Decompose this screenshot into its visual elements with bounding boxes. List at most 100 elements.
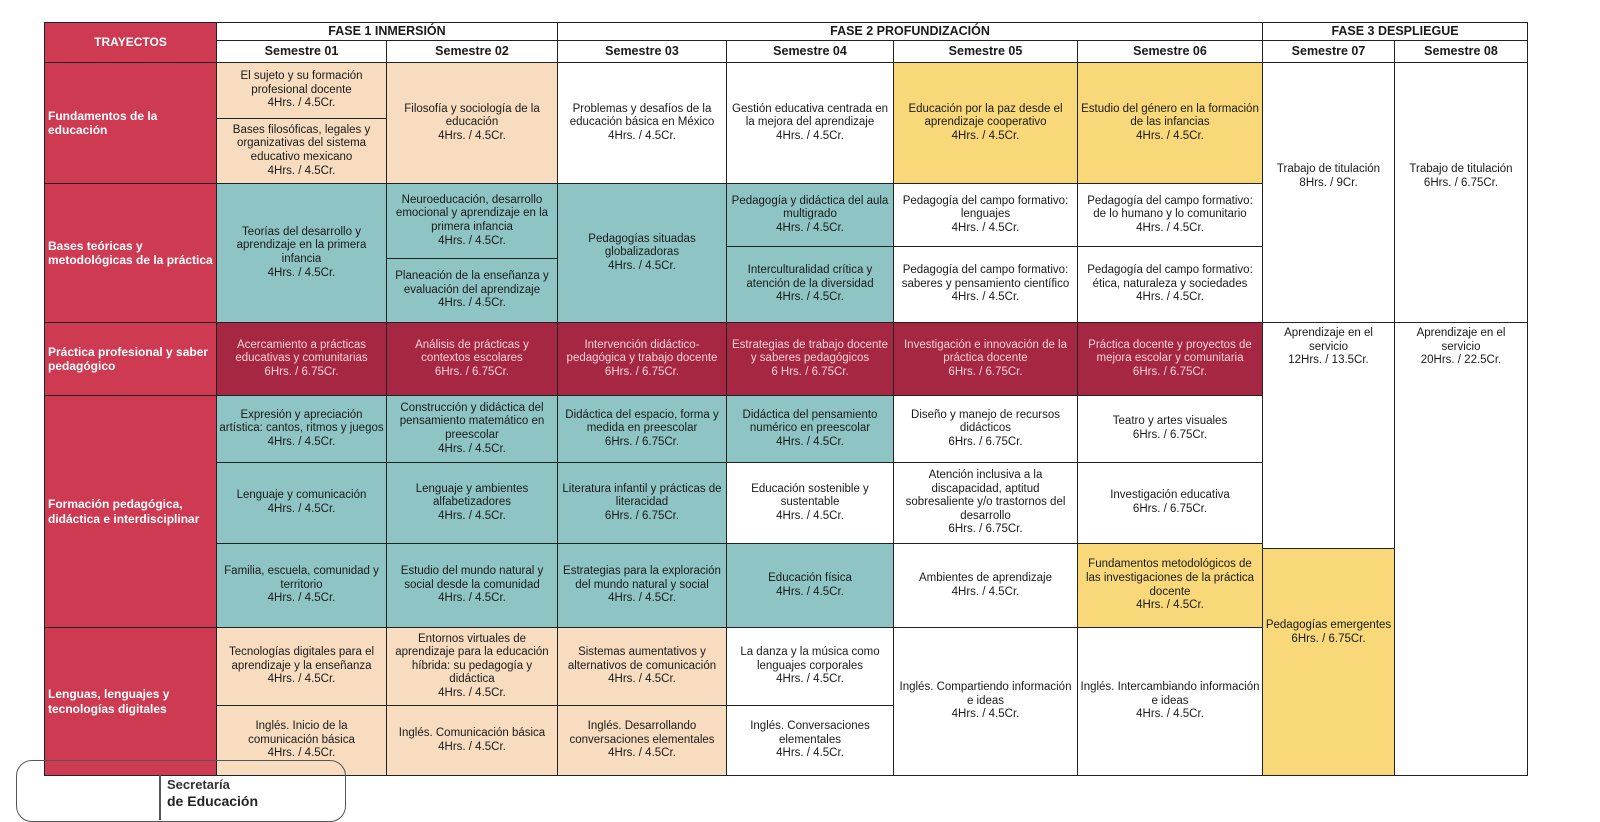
semester-label: Semestre 04 <box>773 44 847 59</box>
course-title: Sistemas aumentativos y alternativos de … <box>567 646 717 672</box>
course-cell: Teorías del desarrollo y aprendizaje en … <box>216 183 387 323</box>
course-hours: 4Hrs. / 4.5Cr. <box>267 592 336 605</box>
course-cell: Pedagogía del campo formativo: lenguajes… <box>893 183 1078 247</box>
course-hours: 8Hrs. / 9Cr. <box>1299 176 1358 189</box>
course-hours: 4Hrs. / 4.5Cr. <box>951 129 1020 142</box>
course-hours: 4Hrs. / 4.5Cr. <box>267 673 336 686</box>
course-hours: 6Hrs. / 6.75Cr. <box>948 365 1023 378</box>
course-hours: 4Hrs. / 4.5Cr. <box>438 442 506 455</box>
course-title: Literatura infantil y prácticas de liter… <box>562 482 722 509</box>
course-cell: Intervención didáctico-pedagógica y trab… <box>557 322 727 396</box>
course-hours: 4Hrs. / 4.5Cr. <box>438 740 506 753</box>
semester-label: Semestre 05 <box>948 44 1023 59</box>
course-hours: 6 Hrs. / 6.75Cr. <box>771 365 849 378</box>
course-cell: Expresión y apreciación artística: canto… <box>216 395 387 463</box>
course-cell: Investigación educativa 6Hrs. / 6.75Cr. <box>1077 462 1263 544</box>
course-title: Interculturalidad crítica y atención de … <box>746 264 874 290</box>
course-cell: Bases filosóficas, legales y organizativ… <box>216 118 387 184</box>
course-cell: Didáctica del pensamiento numérico en pr… <box>726 395 894 463</box>
course-hours: 4Hrs. / 4.5Cr. <box>438 297 506 310</box>
course-hours: 4Hrs. / 4.5Cr. <box>1136 708 1204 721</box>
course-cell: Interculturalidad crítica y atención de … <box>726 246 894 323</box>
course-hours: 4Hrs. / 4.5Cr. <box>776 221 844 234</box>
semester-header: Semestre 05 <box>893 40 1078 63</box>
course-title: Análisis de prácticas y contextos escola… <box>415 338 529 365</box>
semester-label: Semestre 07 <box>1291 44 1366 59</box>
course-hours: 4Hrs. / 4.5Cr. <box>267 503 336 515</box>
course-title: Planeación de la enseñanza y evaluación … <box>395 270 549 296</box>
course-title: Pedagogías emergentes <box>1265 619 1392 631</box>
course-title: Inglés. Intercambiando información e ide… <box>1080 681 1260 707</box>
course-cell: Lenguaje y comunicación 4Hrs. / 4.5Cr. <box>216 462 387 544</box>
course-hours: 6Hrs. / 6.75Cr. <box>604 365 680 378</box>
course-hours: 4Hrs. / 4.5Cr. <box>608 747 676 760</box>
course-cell: Acercamiento a prácticas educativas y co… <box>216 322 387 396</box>
course-title: Teatro y artes visuales <box>1112 415 1228 428</box>
course-cell: Inglés. Comunicación básica 4Hrs. / 4.5Cr… <box>386 705 558 776</box>
semester-label: Semestre 08 <box>1424 44 1498 59</box>
course-hours: 4Hrs. / 4.5Cr. <box>267 747 336 760</box>
course-cell: Diseño y manejo de recursos didácticos 6H… <box>893 395 1078 463</box>
course-cell: Tecnologías digitales para el aprendizaj… <box>216 627 387 706</box>
course-title: Atención inclusiva a la discapacidad, ap… <box>905 469 1066 522</box>
course-title: La danza y la música como lenguajes corp… <box>740 646 880 672</box>
trayecto-cell: Lenguas, lenguajes y tecnologías digital… <box>44 627 217 776</box>
course-hours: 4Hrs. / 4.5Cr. <box>1136 599 1204 612</box>
semester-header: Semestre 08 <box>1394 40 1528 63</box>
trayecto-label: Bases teóricas y metodológicas de la prá… <box>48 238 213 267</box>
course-hours: 12Hrs. / 13.5Cr. <box>1288 354 1369 367</box>
course-hours: 6Hrs. / 6.75Cr. <box>1423 176 1499 189</box>
course-hours: 4Hrs. / 4.5Cr. <box>776 509 844 522</box>
course-title: Lenguaje y comunicación <box>236 489 367 502</box>
course-cell: Estudio del género en la formación de la… <box>1077 62 1263 184</box>
course-hours: 4Hrs. / 4.5Cr. <box>1136 291 1204 304</box>
course-cell: Inglés. Desarrollando conversaciones ele… <box>557 705 727 776</box>
course-hours: 4Hrs. / 4.5Cr. <box>608 129 676 142</box>
course-cell: Familia, escuela, comunidad y territorio… <box>216 543 387 628</box>
course-title: Problemas y desafíos de la educación bás… <box>569 102 715 129</box>
corner-label: TRAYECTOS <box>94 35 167 50</box>
trayecto-label: Formación pedagógica, didáctica e interd… <box>48 497 200 526</box>
semester-header: Semestre 01 <box>216 40 387 63</box>
course-hours: 6Hrs. / 6.75Cr. <box>434 365 510 378</box>
course-cell: Pedagogía y didáctica del aula multigrad… <box>726 183 894 247</box>
course-cell: Teatro y artes visuales 6Hrs. / 6.75Cr. <box>1077 395 1263 463</box>
course-hours: 6Hrs. / 6.75Cr. <box>604 509 680 522</box>
course-hours: 6Hrs. / 6.75Cr. <box>264 365 339 378</box>
course-hours: 6Hrs. / 6.75Cr. <box>948 523 1023 536</box>
course-title: Estudio del género en la formación de la… <box>1081 102 1259 129</box>
course-hours: 6Hrs. / 6.75Cr. <box>1132 429 1208 441</box>
course-title: El sujeto y su formación profesional doc… <box>240 70 363 96</box>
course-title: Teorías del desarrollo y aprendizaje en … <box>236 225 367 265</box>
course-hours: 4Hrs. / 4.5Cr. <box>776 435 844 448</box>
course-hours: 4Hrs. / 4.5Cr. <box>776 585 844 598</box>
trayecto-cell: Práctica profesional y saber pedagógico <box>44 322 217 396</box>
semester-label: Semestre 01 <box>264 44 339 59</box>
course-title: Pedagogías situadas globalizadoras <box>588 232 696 259</box>
course-title: Gestión educativa centrada en la mejora … <box>732 102 888 129</box>
footer-line: de Educación <box>167 793 259 809</box>
course-cell: Atención inclusiva a la discapacidad, ap… <box>893 462 1078 544</box>
course-cell: Ambientes de aprendizaje 4Hrs. / 4.5Cr. <box>893 543 1078 628</box>
course-hours: 4Hrs. / 4.5Cr. <box>951 291 1020 304</box>
trayecto-cell: Bases teóricas y metodológicas de la prá… <box>44 183 217 323</box>
course-cell: Investigación e innovación de la práctic… <box>893 322 1078 396</box>
course-cell: Construcción y didáctica del pensamiento… <box>386 395 558 463</box>
footer-line: Secretaría <box>167 777 230 792</box>
course-title: Didáctica del pensamiento numérico en pr… <box>742 408 878 435</box>
course-title: Aprendizaje en el servicio <box>1284 327 1373 353</box>
course-cell: Estrategias para la exploración del mund… <box>557 543 727 628</box>
course-title: Inglés. Inicio de la comunicación básica <box>248 720 355 746</box>
semester-header: Semestre 03 <box>557 40 727 63</box>
course-title: Filosofía y sociología de la educación <box>404 102 540 129</box>
course-title: Inglés. Comunicación básica <box>398 726 546 739</box>
course-title: Construcción y didáctica del pensamiento… <box>399 401 545 441</box>
course-title: Estrategias de trabajo docente y saberes… <box>732 338 888 365</box>
course-hours: 4Hrs. / 4.5Cr. <box>438 129 506 142</box>
semester-header: Semestre 02 <box>386 40 558 63</box>
course-cell: Pedagogías emergentes 6Hrs. / 6.75Cr. <box>1262 548 1395 776</box>
course-cell: Estudio del mundo natural y social desde… <box>386 543 558 628</box>
course-title: Neuroeducación, desarrollo emocional y a… <box>395 193 549 233</box>
course-cell: Pedagogía del campo formativo: ética, na… <box>1077 246 1263 323</box>
course-hours: 4Hrs. / 4.5Cr. <box>776 673 844 686</box>
